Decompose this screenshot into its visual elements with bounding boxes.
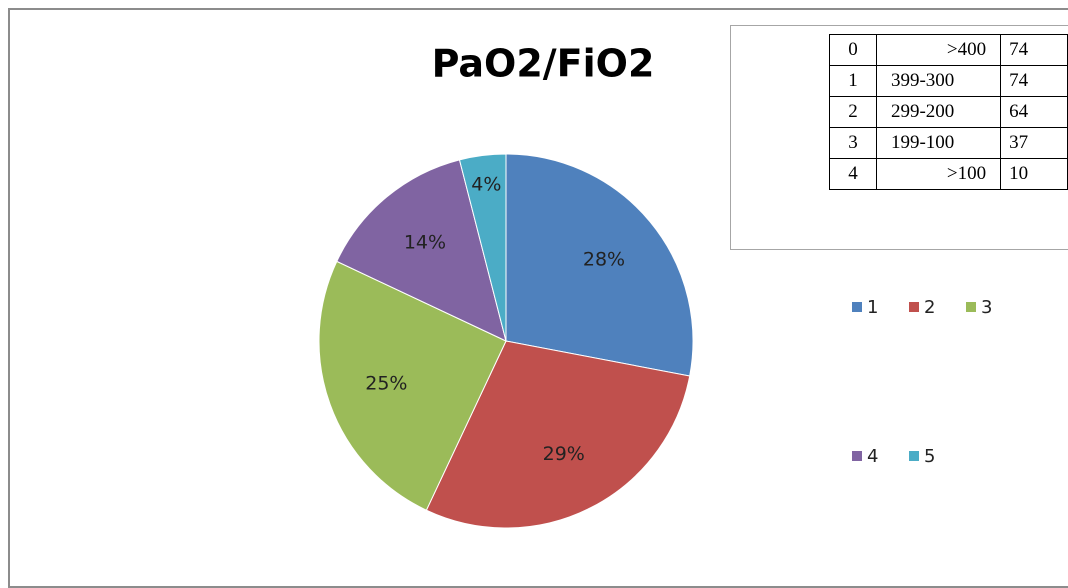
pie-slice: [505, 153, 694, 377]
table-row: 0 >400 74: [829, 34, 1068, 66]
table-cell: 64: [1000, 96, 1068, 128]
pie-slice: [458, 153, 507, 342]
table-row: 3 199-100 37: [829, 127, 1068, 159]
table-cell: 199-100: [875, 127, 1002, 159]
legend-swatch: [852, 451, 862, 461]
data-label: 28%: [583, 248, 625, 270]
legend-label: 4: [867, 446, 878, 467]
table-row: 2 299-200 64: [829, 96, 1068, 128]
table-cell: 3: [829, 127, 877, 159]
pie-slice: [425, 340, 691, 529]
legend-label: 3: [981, 297, 992, 318]
table: 0 >400 74 1 399-300 74 2 299-200 64 3 199-100 37 4 >1…: [829, 34, 1068, 190]
legend-label: 1: [867, 297, 878, 318]
data-label: 29%: [543, 443, 585, 465]
table-cell: 1: [829, 65, 877, 97]
table-cell: >100: [875, 158, 1002, 190]
legend-label: 5: [924, 446, 935, 467]
table-cell: 2: [829, 96, 877, 128]
legend-swatch: [966, 302, 976, 312]
data-label: 25%: [365, 373, 407, 395]
table-cell: 399-300: [875, 65, 1002, 97]
pie-slice: [336, 159, 507, 342]
table-row: 4 >100 10: [829, 158, 1068, 190]
table-cell: >400: [875, 34, 1002, 66]
table-cell: 4: [829, 158, 877, 190]
table-row: 1 399-300 74: [829, 65, 1068, 97]
legend-swatch: [909, 451, 919, 461]
table-cell: 74: [1000, 65, 1068, 97]
chart-title: PaO2/FiO2: [432, 42, 655, 86]
table-cell: 37: [1000, 127, 1068, 159]
table-cell: 74: [1000, 34, 1068, 66]
legend-label: 2: [924, 297, 935, 318]
legend-swatch: [909, 302, 919, 312]
pie-slice: [318, 260, 507, 511]
legend-swatch: [852, 302, 862, 312]
data-label: 4%: [471, 174, 501, 196]
table-cell: 0: [829, 34, 877, 66]
data-label: 14%: [404, 232, 446, 254]
table-cell: 299-200: [875, 96, 1002, 128]
table-cell: 10: [1000, 158, 1068, 190]
